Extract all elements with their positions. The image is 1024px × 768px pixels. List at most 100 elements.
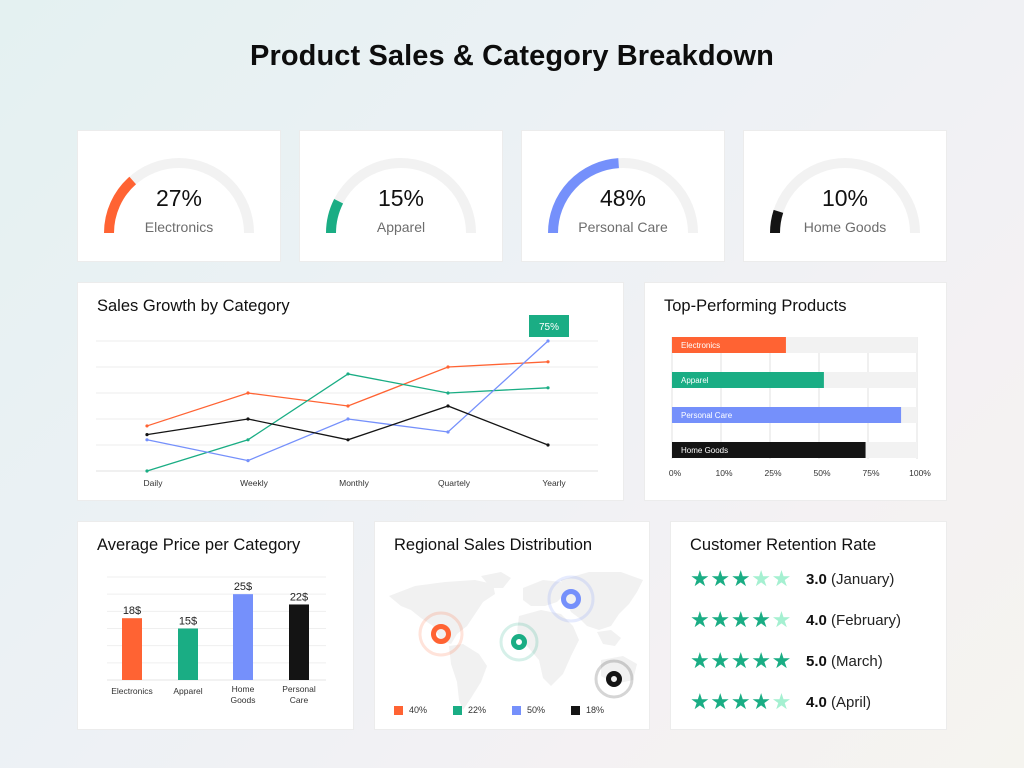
- legend-swatch-blue: [512, 705, 521, 715]
- marker-africa: [511, 634, 527, 650]
- bar-label: Apparel: [681, 376, 709, 385]
- gauge-apparel: [326, 158, 476, 234]
- column-bar: [233, 594, 253, 680]
- gauge-electronics: [104, 158, 254, 234]
- marker-halo: [499, 622, 539, 662]
- regional-legend: 40% 22% 50% 18%: [394, 705, 634, 719]
- data-label: 25$: [234, 581, 252, 593]
- bar-apparel: [672, 372, 824, 388]
- top-products-chart: 0% 10% 25% 50% 75% 100% Electronics Apparel Pers…: [669, 337, 931, 478]
- retention-row-march: ★ ★ ★ ★ ★ 5.0 (March): [690, 650, 883, 672]
- column-bar: [122, 618, 142, 680]
- star-filled-icon: ★: [751, 689, 771, 714]
- top-products-title: Top-Performing Products: [664, 297, 847, 315]
- star-filled-icon: ★: [771, 648, 792, 673]
- star-empty-icon: ★: [751, 566, 771, 591]
- star-filled-icon: ★: [751, 607, 771, 632]
- star-filled-icon: ★: [710, 566, 731, 591]
- gauge-fill: [770, 209, 784, 234]
- column-bar: [178, 628, 198, 680]
- retention-row-february: ★ ★ ★ ★ ★ 4.0 (February): [690, 609, 901, 631]
- annotation-label: 75%: [539, 322, 559, 333]
- gauge-value: 15%: [377, 185, 425, 211]
- legend-label: 50%: [527, 705, 546, 715]
- marker-halo: [547, 575, 595, 623]
- x-tick-label: Monthly: [339, 478, 370, 488]
- sales-growth-chart: Daily Weekly Monthly Quartely Yearly 75%: [96, 315, 598, 488]
- x-tick-label: 50%: [813, 468, 830, 478]
- gauge-label: Electronics: [144, 219, 214, 235]
- star-empty-icon: ★: [771, 607, 792, 632]
- retention-card: Customer Retention Rate ★ ★ ★ ★ ★ 3.0 (Janua…: [671, 522, 946, 729]
- retention-row-january: ★ ★ ★ ★ ★ 3.0 (January): [690, 568, 894, 590]
- data-point: [446, 391, 450, 395]
- rating-text: 4.0 (February): [806, 612, 901, 629]
- data-point: [346, 417, 350, 421]
- marker-halo: [418, 611, 464, 657]
- page-title: Product Sales & Category Breakdown: [250, 40, 774, 72]
- data-point: [145, 438, 149, 442]
- star-rating: ★ ★ ★ ★ ★: [690, 609, 792, 631]
- x-tick-label: Weekly: [240, 478, 268, 488]
- legend-item-oceania: 18%: [571, 705, 604, 715]
- data-point: [346, 372, 350, 376]
- star-filled-icon: ★: [690, 689, 710, 714]
- star-rating: ★ ★ ★ ★ ★: [690, 650, 792, 672]
- marker-oceania: [606, 671, 622, 687]
- x-tick-label: 0%: [669, 468, 682, 478]
- star-filled-icon: ★: [751, 648, 771, 673]
- gauge-fill: [326, 198, 344, 234]
- x-tick-label: Electronics: [111, 686, 153, 696]
- star-filled-icon: ★: [710, 689, 731, 714]
- legend-item-africa: 22%: [453, 705, 486, 715]
- top-products-card: Top-Performing Products 0% 10% 25% 50% 75% 10…: [645, 283, 946, 500]
- data-point: [546, 443, 550, 447]
- data-label: 18$: [123, 605, 141, 617]
- x-tick-label: Goods: [230, 695, 255, 705]
- rating-score: 5.0: [806, 652, 827, 670]
- gauge-fill: [548, 158, 620, 234]
- legend-swatch-black: [571, 705, 580, 715]
- series-line-electronics: [146, 361, 549, 427]
- data-point: [446, 365, 450, 369]
- series-line-personal-care: [146, 340, 549, 462]
- legend-item-north-america: 40%: [394, 705, 427, 715]
- rating-score: 3.0: [806, 570, 827, 588]
- x-tick-label: Personal: [282, 684, 316, 694]
- x-tick-label: 75%: [862, 468, 879, 478]
- rating-month: (April): [831, 693, 872, 711]
- star-filled-icon: ★: [730, 648, 751, 673]
- gauge-label: Personal Care: [578, 219, 668, 235]
- gauge-label: Home Goods: [803, 219, 887, 235]
- data-point: [145, 433, 149, 437]
- marker-asia: [561, 589, 581, 609]
- rating-score: 4.0: [806, 611, 827, 629]
- gauge-fill: [104, 176, 137, 234]
- rating-text: 3.0 (January): [806, 571, 894, 588]
- data-point: [246, 417, 250, 421]
- regional-sales-title: Regional Sales Distribution: [394, 536, 593, 554]
- retention-row-april: ★ ★ ★ ★ ★ 4.0 (April): [690, 691, 871, 713]
- legend-label: 22%: [468, 705, 487, 715]
- star-filled-icon: ★: [730, 566, 751, 591]
- legend-label: 40%: [409, 705, 428, 715]
- data-point: [145, 424, 149, 428]
- world-map-shape: [389, 572, 643, 710]
- star-filled-icon: ★: [690, 566, 710, 591]
- bar-label: Personal Care: [681, 411, 733, 420]
- x-tick-label: Care: [290, 695, 309, 705]
- retention-title: Customer Retention Rate: [690, 536, 877, 554]
- legend-swatch-green: [453, 705, 462, 715]
- regional-sales-card: Regional Sales Distribution 40%: [375, 522, 649, 729]
- gauge-card-personal-care: 48% Personal Care: [522, 131, 724, 261]
- bar-personal-care: [672, 407, 902, 423]
- legend-swatch-orange: [394, 705, 403, 715]
- column-bar: [289, 604, 309, 680]
- data-label: 15$: [179, 616, 197, 628]
- data-point: [446, 404, 450, 408]
- star-filled-icon: ★: [690, 607, 710, 632]
- gauge-personal-care: [548, 158, 698, 234]
- legend-item-asia: 50%: [512, 705, 545, 715]
- data-point: [346, 404, 350, 408]
- star-filled-icon: ★: [710, 648, 731, 673]
